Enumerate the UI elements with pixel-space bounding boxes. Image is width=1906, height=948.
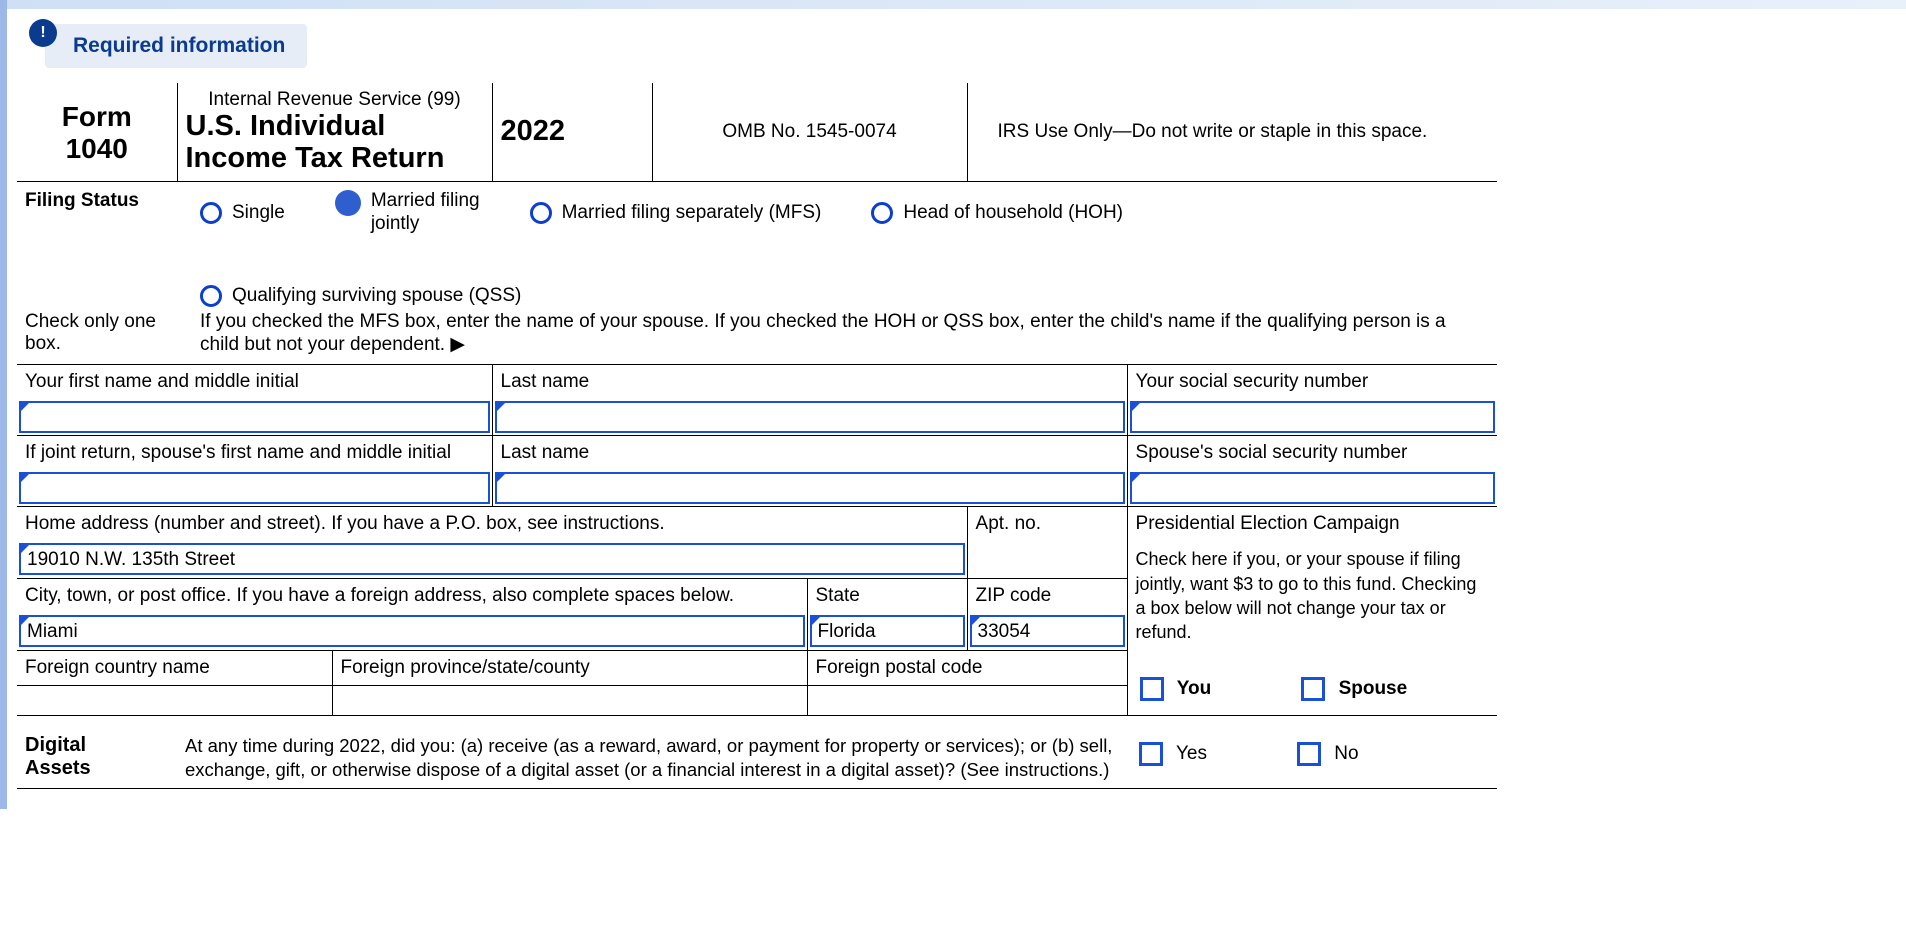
omb-cell: OMB No. 1545-0074 — [652, 83, 967, 181]
spouse-ssn-input[interactable] — [1130, 472, 1496, 504]
state-label: State — [807, 578, 967, 613]
radio-qualifying-surviving-spouse[interactable]: Qualifying surviving spouse (QSS) — [200, 285, 521, 307]
pec-title: Presidential Election Campaign — [1127, 507, 1497, 542]
apt-label: Apt. no. — [967, 507, 1127, 579]
digital-no-checkbox[interactable]: No — [1297, 742, 1359, 766]
foreign-province-input[interactable] — [332, 686, 807, 716]
first-name-label: Your first name and middle initial — [17, 365, 492, 400]
foreign-country-label: Foreign country name — [17, 651, 332, 686]
form-number-cell: Form 1040 — [17, 83, 177, 181]
radio-single[interactable]: Single — [200, 202, 285, 224]
radio-head-of-household[interactable]: Head of household (HOH) — [871, 202, 1123, 224]
spouse-last-name-input[interactable] — [495, 472, 1125, 504]
pec-spouse-checkbox[interactable]: Spouse — [1301, 677, 1407, 701]
spouse-ssn-label: Spouse's social security number — [1127, 436, 1497, 471]
ssn-input[interactable] — [1130, 401, 1496, 433]
form-title-cell: Internal Revenue Service (99) U.S. Indiv… — [177, 83, 492, 181]
filing-help-text: If you checked the MFS box, enter the na… — [200, 311, 1489, 356]
spouse-last-name-label: Last name — [492, 436, 1127, 471]
first-name-input[interactable] — [19, 401, 490, 433]
pec-you-checkbox[interactable]: You — [1140, 677, 1212, 701]
tax-year-cell: 2022 — [492, 83, 652, 181]
filing-status-label: Filing Status — [25, 190, 170, 212]
irs-use-only-cell: IRS Use Only—Do not write or staple in t… — [967, 83, 1497, 181]
radio-married-separately[interactable]: Married filing separately (MFS) — [530, 202, 822, 224]
city-label: City, town, or post office. If you have … — [17, 578, 807, 613]
check-only-label: Check only one box. — [25, 311, 170, 356]
foreign-postal-label: Foreign postal code — [807, 651, 1127, 686]
foreign-province-label: Foreign province/state/county — [332, 651, 807, 686]
radio-married-jointly[interactable]: Married filing jointly — [335, 190, 480, 236]
required-info-banner: ! Required information — [7, 9, 1906, 83]
digital-assets-question: At any time during 2022, did you: (a) re… — [177, 716, 1127, 789]
required-info-label: Required information — [45, 24, 307, 68]
city-input[interactable]: Miami — [19, 615, 805, 647]
digital-assets-title: Digital Assets — [25, 734, 169, 780]
spouse-first-name-label: If joint return, spouse's first name and… — [17, 436, 492, 471]
pec-text: Check here if you, or your spouse if fil… — [1136, 547, 1490, 644]
digital-yes-checkbox[interactable]: Yes — [1139, 742, 1207, 766]
address-input[interactable]: 19010 N.W. 135th Street — [19, 543, 965, 575]
foreign-country-input[interactable] — [17, 686, 332, 716]
zip-input[interactable]: 33054 — [970, 615, 1125, 647]
zip-label: ZIP code — [967, 578, 1127, 613]
state-input[interactable]: Florida — [810, 615, 965, 647]
top-accent-bar — [7, 0, 1906, 9]
form-1040-table: Form 1040 Internal Revenue Service (99) … — [17, 83, 1497, 789]
last-name-label: Last name — [492, 365, 1127, 400]
spouse-first-name-input[interactable] — [19, 472, 490, 504]
foreign-postal-input[interactable] — [807, 686, 1127, 716]
ssn-label: Your social security number — [1127, 365, 1497, 400]
alert-icon: ! — [29, 19, 57, 47]
last-name-input[interactable] — [495, 401, 1125, 433]
address-label: Home address (number and street). If you… — [17, 507, 967, 542]
